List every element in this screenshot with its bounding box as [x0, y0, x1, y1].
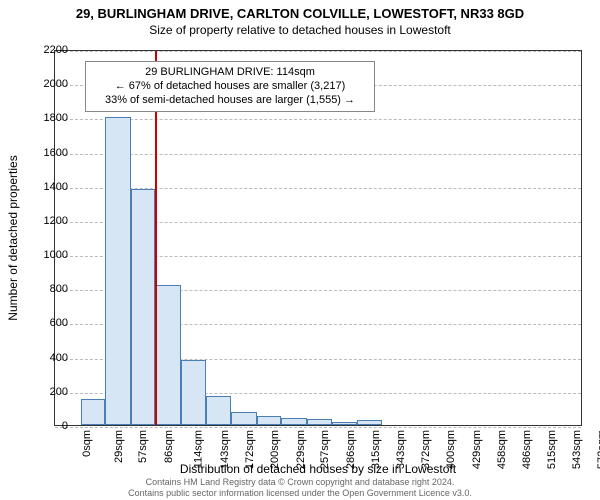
x-tick-label: 286sqm	[345, 430, 357, 469]
grid-line	[55, 427, 581, 428]
x-tick-label: 458sqm	[496, 430, 508, 469]
x-tick-label: 515sqm	[546, 430, 558, 469]
page-subtitle: Size of property relative to detached ho…	[0, 21, 600, 37]
grid-line	[55, 51, 581, 52]
grid-line	[55, 154, 581, 155]
x-tick-label: 86sqm	[163, 430, 175, 463]
x-axis-label: Distribution of detached houses by size …	[18, 462, 600, 476]
x-tick-label: 143sqm	[219, 430, 231, 469]
x-tick-label: 486sqm	[521, 430, 533, 469]
x-tick-label: 543sqm	[571, 430, 583, 469]
histogram-bar	[281, 418, 307, 425]
y-tick-label: 600	[50, 317, 68, 329]
x-tick-label: 343sqm	[395, 430, 407, 469]
histogram-bar	[181, 360, 207, 425]
x-tick-label: 0sqm	[81, 430, 93, 457]
x-tick-label: 172sqm	[245, 430, 257, 469]
histogram-bar	[257, 416, 282, 425]
y-axis-label: Number of detached properties	[6, 155, 20, 320]
y-tick-label: 1800	[44, 112, 68, 124]
x-tick-label: 315sqm	[370, 430, 382, 469]
histogram-bar	[357, 420, 383, 425]
y-tick-label: 1600	[44, 147, 68, 159]
x-tick-label: 114sqm	[193, 430, 205, 468]
y-tick-label: 1000	[44, 249, 68, 261]
annotation-box: 29 BURLINGHAM DRIVE: 114sqm← 67% of deta…	[85, 61, 375, 112]
chart-container: 29 BURLINGHAM DRIVE: 114sqm← 67% of deta…	[54, 50, 582, 426]
histogram-bar	[105, 117, 131, 425]
copyright-line-2: Contains public sector information licen…	[0, 488, 600, 498]
annotation-line3: 33% of semi-detached houses are larger (…	[92, 94, 368, 108]
histogram-bar	[231, 412, 257, 425]
annotation-line1: 29 BURLINGHAM DRIVE: 114sqm	[92, 66, 368, 80]
x-tick-label: 257sqm	[319, 430, 331, 469]
copyright-footer: Contains HM Land Registry data © Crown c…	[0, 477, 600, 498]
x-tick-label: 229sqm	[295, 430, 307, 469]
x-tick-label: 400sqm	[445, 430, 457, 469]
x-tick-label: 57sqm	[137, 430, 149, 463]
y-tick-label: 800	[50, 283, 68, 295]
y-tick-label: 2000	[44, 78, 68, 90]
x-tick-label: 29sqm	[113, 430, 125, 463]
y-tick-label: 400	[50, 352, 68, 364]
x-tick-label: 372sqm	[421, 430, 433, 469]
y-tick-label: 0	[62, 420, 68, 432]
histogram-bar	[155, 285, 181, 425]
x-tick-label: 200sqm	[269, 430, 281, 469]
histogram-bar	[81, 399, 106, 425]
grid-line	[55, 119, 581, 120]
x-tick-label: 572sqm	[597, 430, 600, 469]
histogram-bar	[206, 396, 231, 425]
y-tick-label: 200	[50, 386, 68, 398]
annotation-line2: ← 67% of detached houses are smaller (3,…	[92, 80, 368, 94]
x-tick-label: 429sqm	[471, 430, 483, 469]
histogram-bar	[307, 419, 333, 425]
copyright-line-1: Contains HM Land Registry data © Crown c…	[0, 477, 600, 487]
histogram-bar	[131, 189, 156, 425]
histogram-plot: 29 BURLINGHAM DRIVE: 114sqm← 67% of deta…	[54, 50, 582, 426]
y-tick-label: 1200	[44, 215, 68, 227]
y-tick-label: 1400	[44, 181, 68, 193]
page-title: 29, BURLINGHAM DRIVE, CARLTON COLVILLE, …	[0, 0, 600, 21]
histogram-bar	[332, 422, 357, 425]
y-tick-label: 2200	[44, 44, 68, 56]
